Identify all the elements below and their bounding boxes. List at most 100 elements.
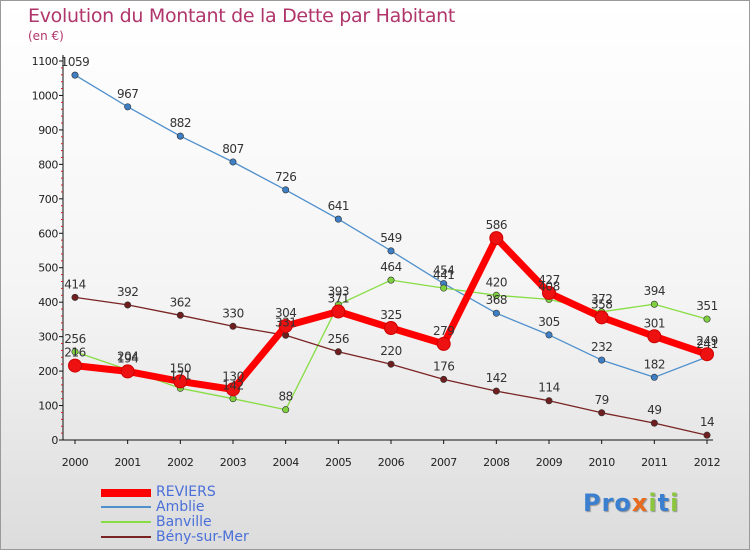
data-point-beny-sur-mer [598,409,606,417]
data-point-reviers [68,358,82,373]
data-label-amblie: 305 [538,315,559,329]
data-label-banville: 372 [591,292,612,306]
legend: REVIERS Amblie Banville Bény-sur-Mer [101,484,301,545]
data-point-amblie [124,103,132,111]
data-point-amblie [650,373,658,381]
legend-label-beny-sur-mer: Bény-sur-Mer [156,529,249,545]
data-label-amblie: 1059 [61,55,90,69]
data-point-beny-sur-mer [387,360,395,368]
data-label-reviers: 371 [328,291,349,305]
data-label-reviers: 586 [486,218,507,232]
data-point-banville [387,276,395,284]
x-tick-label: 2008 [483,456,510,469]
data-point-banville [650,300,658,308]
legend-label-banville: Banville [156,514,212,530]
data-label-beny-sur-mer: 49 [647,403,661,417]
data-label-banville: 351 [696,299,717,313]
x-tick-label: 2005 [325,456,352,469]
legend-item-amblie: Amblie [101,499,301,515]
data-point-beny-sur-mer [545,397,553,405]
x-tick-label: 2001 [114,456,140,469]
data-point-banville [229,395,237,403]
data-label-reviers: 304 [275,306,296,320]
data-point-reviers [173,374,188,389]
data-point-reviers [594,310,609,325]
data-label-reviers: 427 [538,273,559,287]
data-label-amblie: 882 [170,116,191,130]
data-point-banville [71,348,79,356]
data-labels: 216 194 150 130 304 371 325 279 586 427 358 301 249 1… [61,55,718,429]
data-label-banville: 393 [328,285,349,299]
data-label-beny-sur-mer: 176 [433,359,454,373]
data-label-amblie: 182 [644,357,665,371]
data-label-banville: 88 [279,390,293,404]
data-point-beny-sur-mer [282,331,290,339]
data-point-amblie [176,132,184,140]
y-tick-label: 0 [51,434,58,447]
y-tick-label: 600 [38,227,58,240]
legend-item-beny-sur-mer: Bény-sur-Mer [101,529,301,545]
legend-item-reviers: REVIERS [101,484,301,500]
data-label-amblie: 726 [275,170,296,184]
y-tick-label: 800 [38,158,58,171]
data-point-beny-sur-mer [229,322,237,330]
data-label-banville: 464 [380,260,401,274]
data-label-beny-sur-mer: 142 [486,371,507,385]
legend-label-reviers: REVIERS [156,484,216,500]
data-label-amblie: 641 [328,199,349,213]
data-point-reviers [700,347,714,362]
data-label-amblie: 549 [380,231,401,245]
data-label-amblie: 454 [433,264,454,278]
data-label-amblie: 232 [591,340,612,354]
data-point-amblie [71,71,79,79]
data-label-beny-sur-mer: 114 [538,381,559,395]
data-label-reviers: 279 [433,324,454,338]
data-point-reviers [120,364,135,379]
y-tick-label: 400 [38,296,58,309]
data-label-reviers: 301 [644,316,665,330]
data-point-amblie [229,158,237,166]
data-label-banville: 394 [644,284,665,298]
data-label-banville: 408 [538,279,559,293]
chart-title: Evolution du Montant de la Dette par Hab… [28,5,456,27]
data-label-banville: 142 [222,379,243,393]
data-label-reviers: 194 [117,351,138,365]
data-point-banville [492,291,500,299]
data-point-reviers [436,336,451,351]
y-tick-label: 500 [38,262,58,275]
data-point-amblie [598,356,606,364]
data-point-beny-sur-mer [334,348,342,356]
data-point-beny-sur-mer [71,293,79,301]
x-tick-label: 2003 [220,456,247,469]
y-tick-label: 300 [38,331,58,344]
chart-subtitle: (en €) [28,29,64,43]
data-label-reviers: 249 [696,334,717,348]
data-label-reviers: 150 [170,361,191,375]
data-point-reviers [647,329,662,344]
data-label-amblie: 241 [696,337,717,351]
x-tick-label: 2004 [272,456,299,469]
data-label-reviers: 216 [64,346,85,360]
legend-swatch-reviers [101,489,151,497]
data-label-amblie: 807 [222,142,243,156]
data-point-amblie [492,309,500,317]
data-point-banville [282,406,290,414]
data-label-banville: 256 [64,332,85,346]
x-tick-label: 2000 [62,456,89,469]
legend-swatch-amblie [101,506,151,508]
data-point-reviers [331,304,346,319]
data-label-amblie: 368 [486,293,507,307]
data-point-beny-sur-mer [492,387,500,395]
data-label-beny-sur-mer: 414 [64,277,85,291]
proxiti-logo: Proxiti [583,489,680,517]
data-point-reviers [542,285,556,300]
data-label-beny-sur-mer: 220 [380,344,401,358]
data-label-beny-sur-mer: 392 [117,285,138,299]
x-tick-label: 2011 [641,456,667,469]
data-label-beny-sur-mer: 362 [170,295,191,309]
data-label-beny-sur-mer: 331 [275,315,296,329]
data-point-beny-sur-mer [440,375,448,383]
x-tick-label: 2007 [430,456,457,469]
